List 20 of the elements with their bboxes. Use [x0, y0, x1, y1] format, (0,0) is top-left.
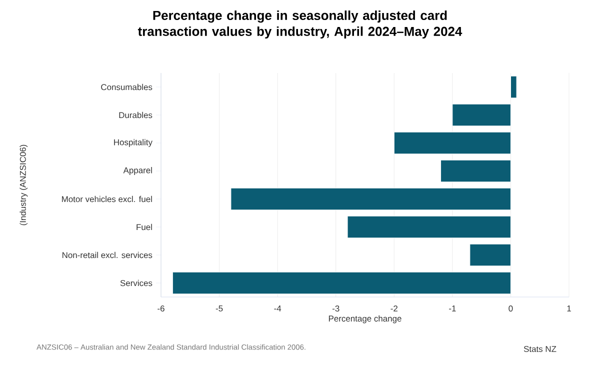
x-tick-label: -3 [332, 306, 340, 312]
text: Stats NZ [524, 346, 556, 352]
y-tick-label: Fuel [136, 224, 152, 230]
y-tick-label: Services [120, 280, 152, 286]
y-axis-title: (Industry (ANZSIC06) [20, 144, 28, 226]
x-axis-title: Percentage change [328, 315, 402, 324]
y-tick-label: Motor vehicles excl. fuel [62, 196, 152, 202]
y-tick-label: Non-retail excl. services [62, 252, 152, 258]
y-tick-label: Durables [119, 112, 152, 118]
x-tick-label: -1 [449, 306, 456, 312]
y-tick-label: Consumables [101, 84, 152, 90]
x-tick-label: -5 [216, 306, 223, 312]
y-tick-label: Apparel [123, 167, 152, 175]
x-tick-label: -4 [274, 306, 282, 312]
x-tick-label: 0 [508, 306, 513, 312]
x-tick-label: -6 [158, 306, 164, 312]
chart-title: Percentage change in seasonally adjusted card transaction values by industry, April 2024–May 2024 [138, 10, 462, 39]
y-tick-label: Hospitality [114, 139, 152, 147]
x-tick-label: 1 [567, 306, 571, 312]
x-tick-label: -2 [390, 306, 398, 312]
